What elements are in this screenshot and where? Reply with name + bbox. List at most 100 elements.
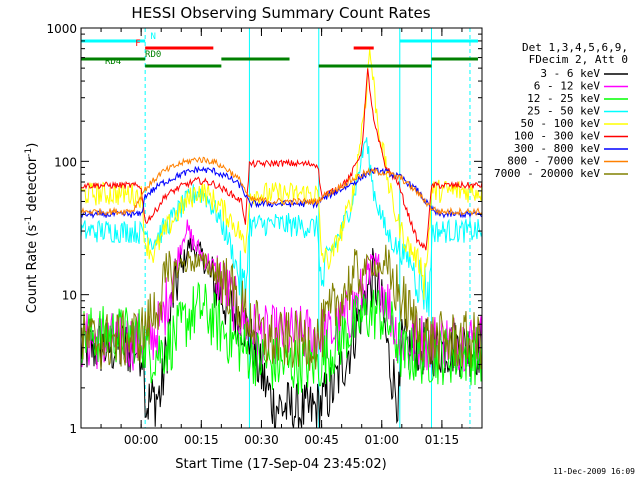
legend-label-6: 300 - 800 keV — [514, 142, 600, 155]
data-point-4-23 — [397, 222, 398, 223]
data-point-3-1 — [133, 231, 134, 232]
data-point-7-2 — [133, 210, 134, 211]
data-point-1-12 — [329, 334, 330, 335]
data-point-3-3 — [145, 231, 146, 232]
data-point-2-3 — [165, 347, 166, 348]
legend-header-1: FDecim 2, Att 0 — [529, 53, 628, 66]
data-point-4-13 — [249, 193, 250, 194]
data-point-8-3 — [153, 315, 154, 316]
data-point-8-11 — [265, 340, 266, 341]
chart-title: HESSI Observing Summary Count Rates — [131, 4, 430, 22]
data-point-5-8 — [213, 183, 214, 184]
data-point-8-5 — [177, 267, 178, 268]
series-line-5 — [81, 68, 482, 251]
data-point-2-9 — [253, 355, 254, 356]
data-point-8-9 — [237, 300, 238, 301]
data-point-3-14 — [273, 223, 274, 224]
data-point-2-11 — [317, 364, 318, 365]
data-point-8-14 — [341, 294, 342, 295]
data-point-0-19 — [389, 364, 390, 365]
data-point-5-5 — [165, 195, 166, 196]
data-point-8-18 — [393, 284, 394, 285]
data-point-1-6 — [197, 248, 198, 249]
data-point-7-16 — [365, 172, 366, 173]
data-point-6-5 — [181, 174, 182, 175]
flag-label-2: F — [135, 39, 140, 49]
x-tick-label-1: 00:15 — [184, 433, 219, 447]
flag-label-3: RD0 — [145, 50, 161, 60]
data-point-3-21 — [373, 190, 374, 191]
data-point-3-2 — [141, 232, 142, 233]
legend-label-0: 3 - 6 keV — [540, 67, 600, 80]
data-point-4-6 — [181, 207, 182, 208]
data-point-3-10 — [229, 241, 230, 242]
data-point-7-10 — [249, 199, 250, 200]
legend-label-4: 50 - 100 keV — [521, 117, 601, 130]
data-point-2-14 — [365, 315, 366, 316]
x-tick-label-2: 00:30 — [244, 433, 279, 447]
data-point-5-27 — [477, 185, 478, 186]
data-point-4-18 — [353, 190, 354, 191]
x-axis-label: Start Time (17-Sep-04 23:45:02) — [175, 457, 386, 472]
data-point-5-21 — [385, 167, 386, 168]
data-point-7-22 — [437, 211, 438, 212]
data-point-0-13 — [317, 408, 318, 409]
data-point-5-25 — [425, 248, 426, 249]
data-point-1-10 — [261, 334, 262, 335]
data-point-7-21 — [429, 206, 430, 207]
data-point-2-18 — [401, 355, 402, 356]
data-point-2-5 — [189, 315, 190, 316]
flag-label-0: N — [150, 32, 155, 42]
x-tick-label-3: 00:45 — [304, 433, 339, 447]
legend-label-1: 6 - 12 keV — [534, 80, 601, 93]
x-tick-label-5: 01:15 — [425, 433, 460, 447]
y-tick-label-0: 1 — [69, 422, 77, 436]
series-line-8 — [81, 244, 482, 371]
data-point-7-1 — [121, 211, 122, 212]
data-point-3-26 — [429, 294, 430, 295]
data-point-7-7 — [213, 161, 214, 162]
data-point-4-3 — [145, 241, 146, 242]
data-point-2-17 — [399, 347, 400, 348]
data-point-7-5 — [181, 163, 182, 164]
data-point-6-22 — [437, 214, 438, 215]
data-point-6-4 — [161, 183, 162, 184]
data-point-4-11 — [241, 234, 242, 235]
data-point-5-10 — [241, 201, 242, 202]
y-tick-label-1: 10 — [62, 289, 77, 303]
data-point-5-13 — [277, 163, 278, 164]
data-point-5-22 — [397, 181, 398, 182]
data-point-8-12 — [317, 340, 318, 341]
data-point-7-23 — [477, 211, 478, 212]
series-6 — [81, 165, 482, 219]
data-point-7-11 — [273, 201, 274, 202]
data-point-8-17 — [381, 267, 382, 268]
data-point-3-22 — [385, 231, 386, 232]
data-point-6-7 — [213, 170, 214, 171]
data-point-3-20 — [365, 137, 366, 138]
data-point-6-3 — [145, 195, 146, 196]
data-point-4-25 — [417, 260, 418, 261]
data-point-2-8 — [233, 340, 234, 341]
series-line-6 — [81, 165, 482, 219]
data-point-8-16 — [369, 263, 370, 264]
data-point-8-15 — [357, 275, 358, 276]
data-point-2-4 — [177, 334, 178, 335]
data-point-5-12 — [249, 164, 250, 165]
series-line-2 — [81, 281, 482, 395]
data-point-6-8 — [229, 177, 230, 178]
series-line-7 — [81, 156, 482, 217]
data-point-4-1 — [133, 193, 134, 194]
data-point-4-17 — [341, 231, 342, 232]
data-point-4-26 — [425, 275, 426, 276]
data-point-2-13 — [349, 329, 350, 330]
legend-label-2: 12 - 25 keV — [527, 92, 600, 105]
data-point-6-15 — [357, 180, 358, 181]
data-point-3-4 — [153, 241, 154, 242]
data-point-2-16 — [389, 324, 390, 325]
series-8 — [81, 244, 482, 371]
data-point-7-3 — [145, 188, 146, 189]
data-point-7-19 — [401, 178, 402, 179]
data-point-7-4 — [161, 172, 162, 173]
data-point-5-23 — [405, 207, 406, 208]
